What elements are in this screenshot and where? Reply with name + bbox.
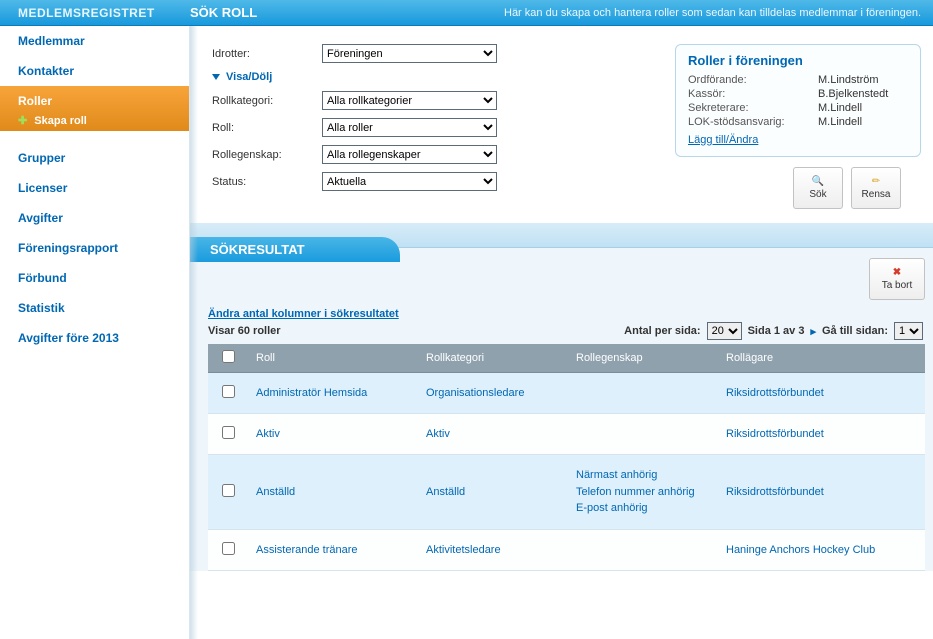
result-count: Visar 60 roller <box>208 325 281 337</box>
roll-link[interactable]: Administratör Hemsida <box>256 387 367 399</box>
pager: Antal per sida: 20 Sida 1 av 3 ▸ Gå till… <box>624 322 923 340</box>
role-value: B.Bjelkenstedt <box>818 88 888 100</box>
row-checkbox[interactable] <box>222 385 235 398</box>
rollkategori-link[interactable]: Aktiv <box>426 428 450 440</box>
rollegenskap-link[interactable]: Närmast anhörig <box>576 467 710 484</box>
role-key: LOK-stödsansvarig: <box>688 116 818 128</box>
label-rollegenskap: Rollegenskap: <box>212 149 322 161</box>
row-checkbox[interactable] <box>222 426 235 439</box>
rollagare-link[interactable]: Riksidrottsförbundet <box>726 387 824 399</box>
per-page-label: Antal per sida: <box>624 325 700 337</box>
plus-icon: ✚ <box>18 115 27 127</box>
rollkategori-link[interactable]: Aktivitetsledare <box>426 544 501 556</box>
sidebar-sub-label: Skapa roll <box>34 115 87 127</box>
role-value: M.Lindell <box>818 116 862 128</box>
table-row: Administratör Hemsida Organisationsledare… <box>208 373 925 414</box>
row-checkbox[interactable] <box>222 542 235 555</box>
rollagare-link[interactable]: Riksidrottsförbundet <box>726 486 824 498</box>
sidebar: Medlemmar Kontakter Roller ✚ Skapa roll … <box>0 26 190 639</box>
role-value: M.Lindell <box>818 102 862 114</box>
rollegenskap-link[interactable]: Telefon nummer anhörig <box>576 484 710 501</box>
clear-button-label: Rensa <box>862 189 891 200</box>
sidebar-item-licenser[interactable]: Licenser <box>0 173 189 203</box>
role-key: Ordförande: <box>688 74 818 86</box>
sidebar-item-avgifter-2013[interactable]: Avgifter före 2013 <box>0 323 189 353</box>
toggle-label: Visa/Dölj <box>226 71 272 83</box>
remove-button-label: Ta bort <box>882 280 913 291</box>
sidebar-item-forbund[interactable]: Förbund <box>0 263 189 293</box>
delete-icon: ✖ <box>893 267 901 278</box>
rollkategori-link[interactable]: Anställd <box>426 486 465 498</box>
goto-page-select[interactable]: 1 <box>894 322 923 340</box>
role-key: Kassör: <box>688 88 818 100</box>
rollagare-link[interactable]: Haninge Anchors Hockey Club <box>726 544 875 556</box>
sidebar-item-grupper[interactable]: Grupper <box>0 143 189 173</box>
pencil-icon: ✏ <box>872 176 880 187</box>
select-idrotter[interactable]: Föreningen <box>322 44 497 63</box>
role-value: M.Lindström <box>818 74 879 86</box>
role-key: Sekreterare: <box>688 102 818 114</box>
column-rollegenskap[interactable]: Rollegenskap <box>568 344 718 373</box>
column-roll[interactable]: Roll <box>248 344 418 373</box>
sidebar-item-avgifter[interactable]: Avgifter <box>0 203 189 233</box>
rollegenskap-link[interactable]: E-post anhörig <box>576 500 710 517</box>
label-roll: Roll: <box>212 122 322 134</box>
clear-button[interactable]: ✏ Rensa <box>851 167 901 209</box>
sidebar-item-foreningsrapport[interactable]: Föreningsrapport <box>0 233 189 263</box>
column-rollagare[interactable]: Rollägare <box>718 344 925 373</box>
sidebar-item-label: Roller <box>18 94 52 108</box>
filter-form: Idrotter: Föreningen Visa/Dölj Rollkateg… <box>212 44 657 199</box>
row-checkbox[interactable] <box>222 484 235 497</box>
table-row: Aktiv Aktiv Riksidrottsförbundet <box>208 414 925 455</box>
select-rollkategori[interactable]: Alla rollkategorier <box>322 91 497 110</box>
remove-button[interactable]: ✖ Ta bort <box>869 258 925 300</box>
roll-link[interactable]: Aktiv <box>256 428 280 440</box>
sidebar-sub-skapa-roll[interactable]: ✚ Skapa roll <box>18 114 171 127</box>
page-description: Här kan du skapa och hantera roller som … <box>420 7 933 19</box>
sidebar-item-roller[interactable]: Roller ✚ Skapa roll <box>0 86 189 131</box>
edit-roles-link[interactable]: Lägg till/Ändra <box>688 134 758 146</box>
select-status[interactable]: Aktuella <box>322 172 497 191</box>
rolesbox-title: Roller i föreningen <box>688 53 908 68</box>
content-area: Idrotter: Föreningen Visa/Dölj Rollkateg… <box>190 26 933 639</box>
sidebar-item-medlemmar[interactable]: Medlemmar <box>0 26 189 56</box>
table-row: Anställd Anställd Närmast anhörigTelefon n… <box>208 455 925 530</box>
label-status: Status: <box>212 176 322 188</box>
change-columns-link[interactable]: Ändra antal kolumner i sökresultatet <box>208 308 399 320</box>
next-page-icon[interactable]: ▸ <box>810 325 816 338</box>
toggle-visa-dolj[interactable]: Visa/Dölj <box>212 71 657 83</box>
goto-page-label: Gå till sidan: <box>822 325 888 337</box>
chevron-down-icon <box>212 74 220 80</box>
search-button-label: Sök <box>809 189 826 200</box>
select-roll[interactable]: Alla roller <box>322 118 497 137</box>
roles-in-association-box: Roller i föreningen Ordförande:M.Lindstr… <box>675 44 921 157</box>
roll-link[interactable]: Anställd <box>256 486 295 498</box>
label-rollkategori: Rollkategori: <box>212 95 322 107</box>
sidebar-item-statistik[interactable]: Statistik <box>0 293 189 323</box>
results-table: Roll Rollkategori Rollegenskap Rollägare… <box>208 344 925 571</box>
column-rollkategori[interactable]: Rollkategori <box>418 344 568 373</box>
rollkategori-link[interactable]: Organisationsledare <box>426 387 524 399</box>
sidebar-item-kontakter[interactable]: Kontakter <box>0 56 189 86</box>
table-row: Assisterande tränare Aktivitetsledare Hani… <box>208 529 925 570</box>
roll-link[interactable]: Assisterande tränare <box>256 544 358 556</box>
search-button[interactable]: 🔍 Sök <box>793 167 843 209</box>
page-title: SÖK ROLL <box>190 5 420 20</box>
results-header: SÖKRESULTAT <box>190 237 400 262</box>
column-checkbox <box>208 344 248 373</box>
select-rollegenskap[interactable]: Alla rollegenskaper <box>322 145 497 164</box>
label-idrotter: Idrotter: <box>212 48 322 60</box>
page-indicator: Sida 1 av 3 <box>748 325 805 337</box>
section-title: MEDLEMSREGISTRET <box>0 6 190 20</box>
select-all-checkbox[interactable] <box>222 350 235 363</box>
top-bar: MEDLEMSREGISTRET SÖK ROLL Här kan du ska… <box>0 0 933 26</box>
rollagare-link[interactable]: Riksidrottsförbundet <box>726 428 824 440</box>
per-page-select[interactable]: 20 <box>707 322 742 340</box>
search-icon: 🔍 <box>812 176 824 187</box>
